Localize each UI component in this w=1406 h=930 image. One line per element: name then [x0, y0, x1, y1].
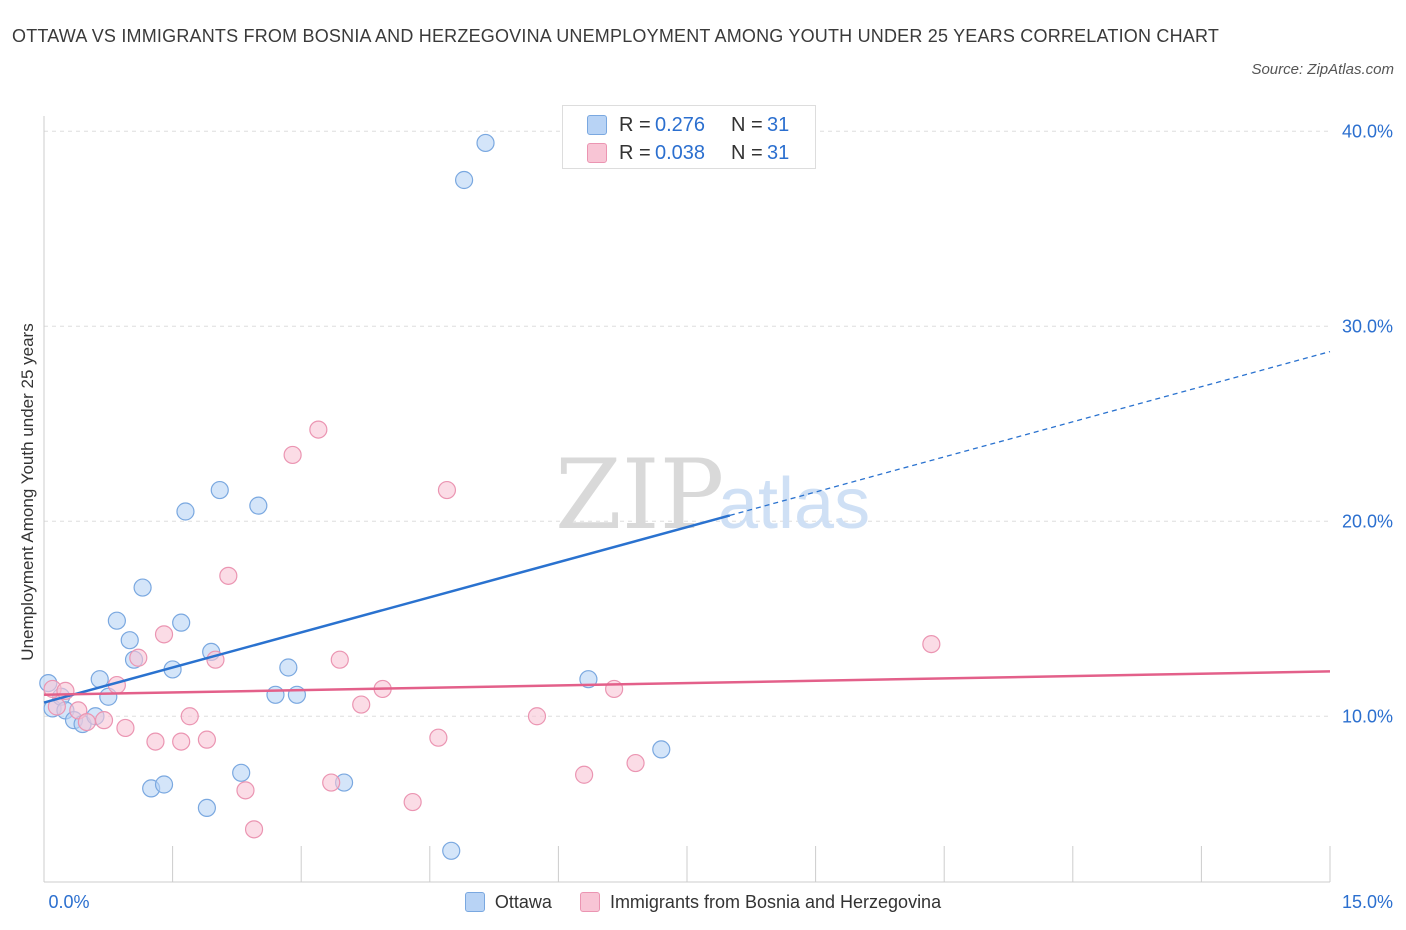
- bosnia-point: [922, 634, 941, 654]
- n-label: N =: [731, 141, 763, 164]
- points-layer: [39, 133, 941, 860]
- stats-row-ottawa: R = 0.276 N = 31: [587, 113, 789, 137]
- x-tick-label: 15.0%: [1342, 892, 1393, 912]
- bosnia-trendline: [43, 670, 1331, 697]
- series-legend: Ottawa Immigrants from Bosnia and Herzeg…: [0, 888, 1406, 916]
- bosnia-point: [352, 695, 371, 714]
- bosnia-point: [605, 679, 624, 699]
- n-label: N =: [731, 113, 763, 136]
- axis-layer: [43, 116, 1331, 883]
- y-tick-label: 30.0%: [1342, 316, 1393, 336]
- bosnia-point: [626, 753, 645, 773]
- bosnia-point: [129, 648, 148, 667]
- ottawa-point: [266, 685, 285, 704]
- ottawa-point: [120, 631, 139, 650]
- ottawa-point: [442, 841, 461, 860]
- x-tick-label: 0.0%: [48, 892, 89, 912]
- ottawa-point: [652, 740, 671, 759]
- ottawa-point: [197, 798, 216, 818]
- watermark-atlas: atlas: [718, 464, 870, 544]
- bosnia-point: [309, 420, 328, 439]
- ottawa-swatch: [587, 115, 607, 135]
- trend-layer: [43, 350, 1331, 704]
- bosnia-point: [172, 732, 191, 751]
- r-label: R =: [619, 113, 651, 136]
- ottawa-point: [107, 611, 126, 630]
- stats-legend: R = 0.276 N = 31 R = 0.038 N = 31: [562, 105, 816, 169]
- bosnia-point: [116, 718, 135, 738]
- y-tick-label: 20.0%: [1342, 511, 1393, 531]
- bosnia-legend-swatch: [579, 892, 600, 912]
- bosnia-point: [197, 730, 216, 749]
- ottawa-point: [579, 670, 598, 689]
- source-label: Source: ZipAtlas.com: [1251, 61, 1394, 78]
- bosnia-swatch: [587, 143, 607, 163]
- bosnia-point: [403, 792, 422, 812]
- y-tick-label: 10.0%: [1342, 706, 1393, 726]
- ottawa-point: [232, 763, 251, 782]
- bosnia-point: [283, 445, 302, 465]
- bosnia-point: [322, 773, 341, 792]
- bosnia-point: [77, 712, 96, 732]
- watermark-zip: ZIP: [555, 439, 724, 551]
- n-value: 31: [767, 141, 790, 164]
- ottawa-trendline-extension: [729, 350, 1331, 517]
- legend-label-bosnia: Immigrants from Bosnia and Herzegovina: [609, 891, 942, 912]
- bosnia-point: [244, 820, 264, 839]
- stats-row-bosnia: R = 0.038 N = 31: [587, 141, 789, 165]
- y-tick-label: 40.0%: [1342, 121, 1393, 141]
- bosnia-point: [154, 625, 174, 644]
- bosnia-point: [527, 707, 547, 726]
- ottawa-legend-swatch: [464, 892, 485, 912]
- bosnia-point: [330, 650, 349, 669]
- ottawa-point: [154, 775, 174, 794]
- bosnia-point: [575, 765, 594, 784]
- r-value: 0.276: [655, 113, 706, 136]
- ottawa-point: [279, 658, 298, 677]
- legend-label-ottawa: Ottawa: [494, 891, 552, 912]
- bosnia-point: [219, 566, 238, 585]
- bosnia-point: [236, 781, 255, 800]
- grid-layer: [44, 130, 1330, 717]
- bosnia-point: [429, 728, 448, 747]
- bosnia-point: [180, 707, 199, 726]
- legend-item-ottawa: Ottawa: [464, 891, 552, 913]
- ottawa-point: [176, 502, 195, 521]
- ottawa-point: [249, 496, 268, 515]
- ottawa-trendline: [43, 514, 731, 704]
- label-layer: 10.0% 20.0% 30.0% 40.0% 0.0% 15.0%: [48, 121, 1393, 912]
- bosnia-point: [437, 480, 457, 500]
- ottawa-point: [210, 480, 229, 500]
- n-value: 31: [767, 113, 790, 136]
- legend-item-bosnia: Immigrants from Bosnia and Herzegovina: [579, 891, 942, 913]
- ottawa-point: [133, 578, 152, 597]
- chart-title: OTTAWA VS IMMIGRANTS FROM BOSNIA AND HER…: [12, 26, 1220, 46]
- bosnia-point: [146, 732, 165, 751]
- r-value: 0.038: [655, 141, 706, 164]
- ottawa-point: [172, 613, 191, 632]
- ottawa-point: [476, 133, 495, 153]
- r-label: R =: [619, 141, 651, 164]
- ottawa-point: [454, 170, 474, 190]
- bosnia-point: [94, 711, 114, 730]
